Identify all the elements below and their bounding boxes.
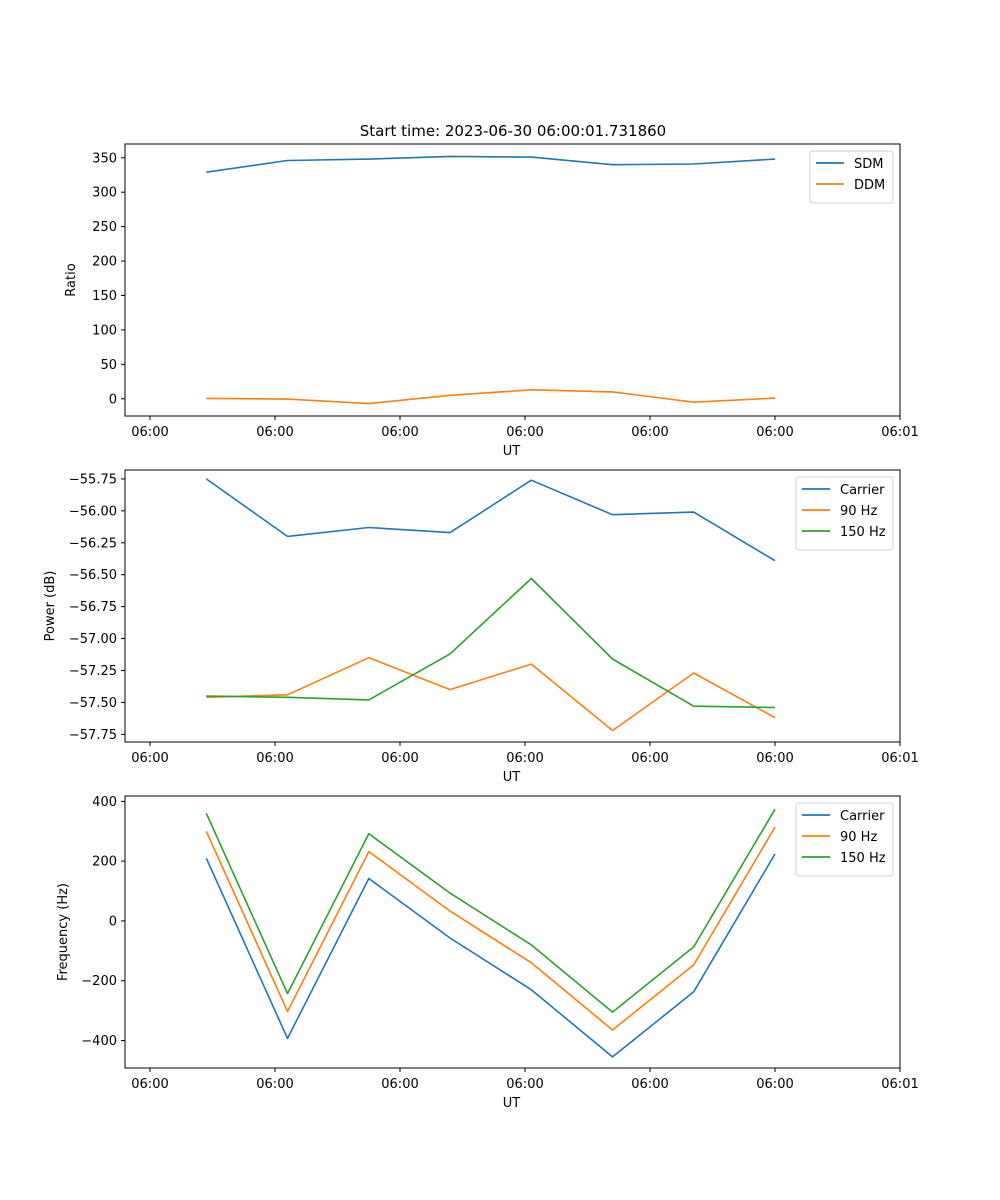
x-axis-label: UT (503, 1096, 521, 1111)
y-tick-label: −56.25 (69, 536, 117, 551)
legend-label: 90 Hz (840, 830, 877, 845)
series-line-150-hz (205, 808, 776, 1013)
y-tick-label: −200 (81, 974, 117, 989)
y-tick-label: 250 (92, 220, 117, 235)
legend-label: Carrier (840, 809, 885, 824)
y-tick-label: −56.75 (69, 600, 117, 615)
y-tick-label: 300 (92, 186, 117, 201)
x-tick-label: 06:00 (506, 425, 543, 440)
x-axis-label: UT (503, 770, 521, 785)
series-line-90-hz (206, 656, 776, 732)
x-tick-label: 06:00 (506, 751, 543, 766)
y-tick-label: 200 (92, 255, 117, 270)
x-tick-label: 06:00 (381, 425, 418, 440)
y-tick-label: −400 (81, 1034, 117, 1049)
x-tick-label: 06:00 (631, 1077, 668, 1092)
x-tick-label: 06:00 (756, 1077, 793, 1092)
y-tick-label: 350 (92, 151, 117, 166)
legend: Carrier 90 Hz 150 Hz (795, 476, 894, 551)
y-tick-label: 50 (100, 358, 117, 373)
y-tick-label: −57.25 (69, 664, 117, 679)
y-tick-label: −56.00 (69, 504, 117, 519)
panels: 06:00 06:00 06:00 06:00 06:00 06:00 06:01 0 50 10… (43, 143, 919, 1111)
y-tick-label: 0 (109, 914, 117, 929)
axes-frame (124, 143, 901, 417)
x-tick-label: 06:01 (881, 425, 918, 440)
legend-label: Carrier (840, 483, 885, 498)
series-line-carrier (205, 478, 776, 562)
x-tick-label: 06:01 (881, 751, 918, 766)
legend-label: 150 Hz (840, 851, 886, 866)
axes-frame (124, 795, 901, 1069)
legend-label: SDM (854, 157, 883, 172)
chart-panel-2: 06:00 06:00 06:00 06:00 06:00 06:00 06:01 −55.7… (43, 469, 919, 785)
x-tick-label: 06:00 (631, 425, 668, 440)
legend-box (809, 150, 894, 204)
y-tick-label: 200 (92, 855, 117, 870)
x-tick-label: 06:00 (131, 1077, 168, 1092)
y-tick-label: 150 (92, 289, 117, 304)
chart-panel-3: 06:00 06:00 06:00 06:00 06:00 06:00 06:01 400 20… (56, 795, 919, 1111)
legend: SDM DDM (809, 150, 894, 204)
x-tick-label: 06:00 (506, 1077, 543, 1092)
axes-frame (124, 469, 901, 743)
x-tick-label: 06:00 (756, 425, 793, 440)
x-tick-label: 06:00 (381, 1077, 418, 1092)
legend: Carrier 90 Hz 150 Hz (795, 802, 894, 877)
x-tick-label: 06:00 (256, 1077, 293, 1092)
legend-label: DDM (854, 178, 885, 193)
y-tick-label: 400 (92, 795, 117, 810)
x-tick-label: 06:01 (881, 1077, 918, 1092)
x-tick-label: 06:00 (756, 751, 793, 766)
x-axis-label: UT (503, 444, 521, 459)
x-tick-label: 06:00 (256, 425, 293, 440)
series-line-sdm (206, 155, 776, 173)
legend-label: 90 Hz (840, 504, 877, 519)
y-tick-label: −56.50 (69, 568, 117, 583)
x-tick-label: 06:00 (631, 751, 668, 766)
figure-title: Start time: 2023-06-30 06:00:01.731860 (360, 122, 666, 140)
legend-label: 150 Hz (840, 525, 886, 540)
series-line-150-hz (206, 577, 776, 709)
y-axis-label: Frequency (Hz) (56, 883, 71, 981)
y-tick-label: −57.50 (69, 696, 117, 711)
y-tick-label: −55.75 (69, 472, 117, 487)
y-tick-label: 0 (109, 392, 117, 407)
y-tick-label: −57.75 (69, 728, 117, 743)
series-line-90-hz (205, 826, 776, 1031)
y-tick-label: 100 (92, 323, 117, 338)
x-tick-label: 06:00 (256, 751, 293, 766)
x-tick-label: 06:00 (131, 425, 168, 440)
x-tick-label: 06:00 (381, 751, 418, 766)
y-axis-label: Power (dB) (43, 571, 58, 642)
y-tick-label: −57.00 (69, 632, 117, 647)
x-tick-label: 06:00 (131, 751, 168, 766)
y-axis-label: Ratio (64, 263, 79, 296)
chart-panel-1: 06:00 06:00 06:00 06:00 06:00 06:00 06:01 0 50 10… (64, 143, 919, 459)
series-line-carrier (205, 853, 776, 1058)
series-line-ddm (206, 388, 776, 405)
